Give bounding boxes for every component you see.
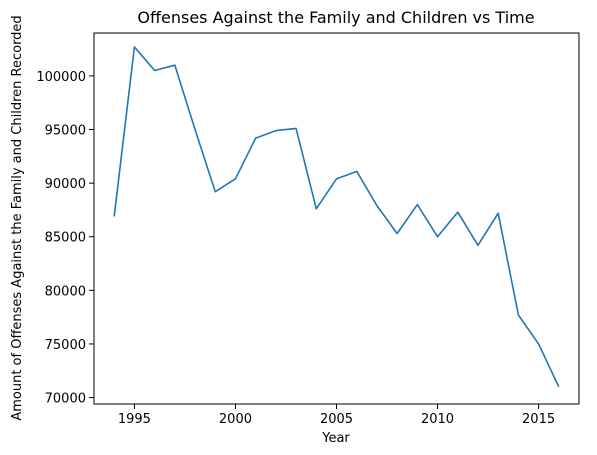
data-point [172, 63, 177, 68]
chart-title: Offenses Against the Family and Children… [137, 8, 534, 27]
y-tick-label: 100000 [36, 70, 86, 85]
series-line [113, 46, 560, 388]
plot-area [112, 44, 561, 389]
y-tick-label: 80000 [45, 284, 86, 299]
y-axis-label: Amount of Offenses Against the Family an… [10, 15, 25, 420]
x-tick-label: 2005 [320, 412, 353, 427]
y-tick-label: 75000 [45, 338, 86, 353]
data-point [213, 189, 218, 194]
data-point [435, 234, 440, 239]
y-tick-label: 85000 [45, 231, 86, 246]
data-point [314, 206, 319, 211]
data-point [374, 203, 379, 208]
data-point [334, 176, 339, 181]
x-tick-label: 2010 [421, 412, 454, 427]
data-point [273, 128, 278, 133]
data-point [496, 211, 501, 216]
data-point [455, 210, 460, 215]
data-point [233, 176, 238, 181]
plot-frame [93, 32, 580, 405]
data-point [112, 214, 117, 219]
y-tick-label: 70000 [45, 392, 86, 407]
y-tick-label: 90000 [45, 177, 86, 192]
x-tick-label: 2000 [219, 412, 252, 427]
y-tick-label: 95000 [45, 124, 86, 139]
data-point [556, 384, 561, 389]
data-point [253, 136, 258, 141]
y-axis: 70000 75000 80000 85000 90000 95000 100000 [36, 70, 94, 407]
x-tick-label: 2015 [522, 412, 555, 427]
x-tick-label: 1995 [118, 412, 151, 427]
data-point [516, 313, 521, 318]
data-point [415, 202, 420, 207]
data-point [294, 126, 299, 131]
data-point [536, 341, 541, 346]
data-point [354, 169, 359, 174]
data-point [395, 231, 400, 236]
x-axis-label: Year [321, 431, 350, 446]
data-point [193, 127, 198, 132]
x-axis: 1995 2000 2005 2010 2015 [118, 404, 555, 427]
data-point [152, 68, 157, 73]
data-point [475, 243, 480, 248]
data-point [132, 44, 137, 49]
